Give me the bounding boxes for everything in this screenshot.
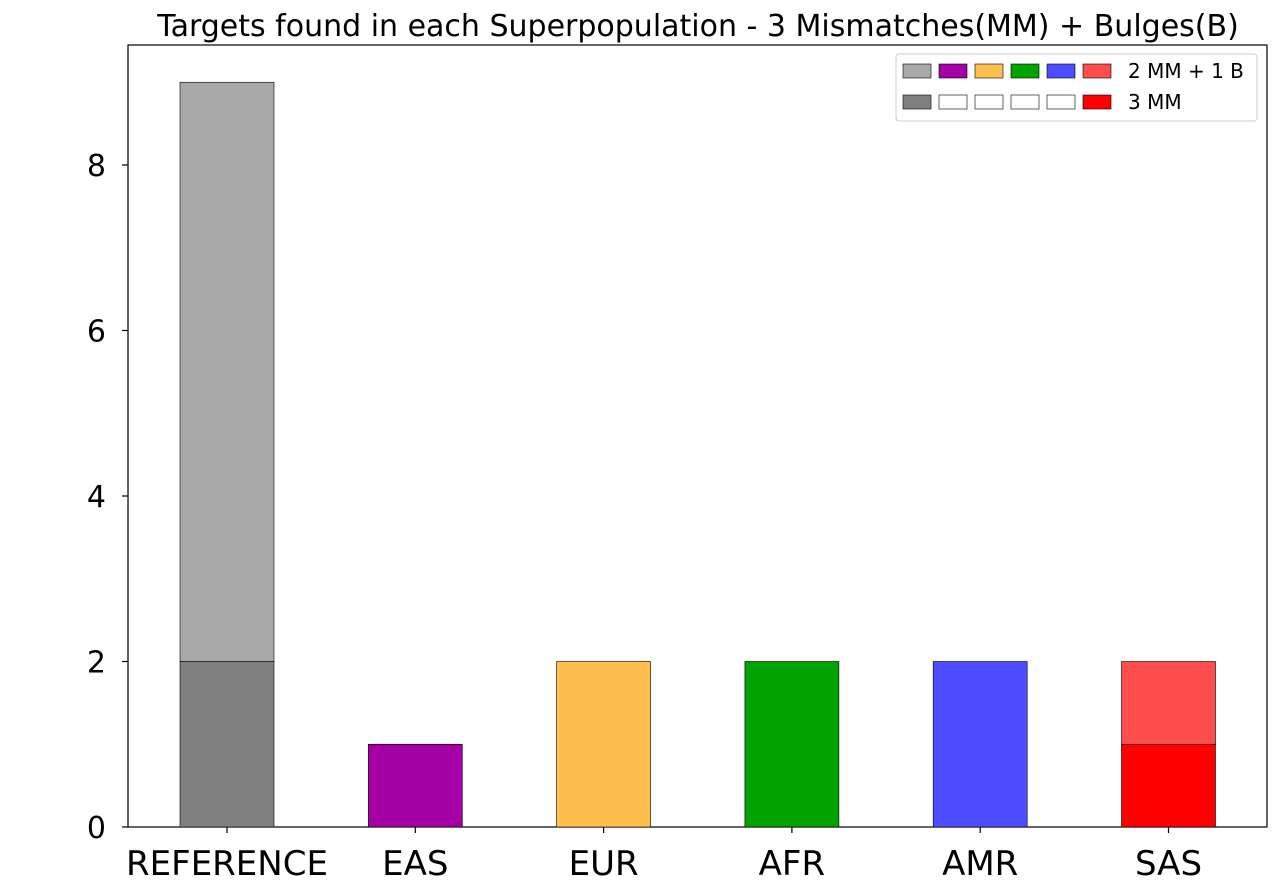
bars-group xyxy=(179,81,1216,828)
plot-area-frame xyxy=(127,44,1268,828)
x-tick-label: SAS xyxy=(1135,844,1202,880)
legend-swatch xyxy=(1010,63,1040,79)
legend-swatch xyxy=(1082,94,1112,110)
x-tick-label: AMR xyxy=(942,844,1018,880)
y-tick-label: 4 xyxy=(87,480,106,515)
legend-swatch xyxy=(1010,94,1040,110)
y-axis: 0 2 4 6 8 xyxy=(87,149,128,846)
legend-label: 2 MM + 1 B xyxy=(1128,59,1244,83)
legend-label: 3 MM xyxy=(1128,90,1182,114)
y-tick-label: 0 xyxy=(87,811,106,846)
legend-swatch xyxy=(974,94,1004,110)
y-tick-label: 2 xyxy=(87,645,106,680)
bar-reference-series-1 xyxy=(179,81,275,662)
x-axis: REFERENCE EAS EUR AFR AMR SAS xyxy=(126,827,1202,880)
legend: 2 MM + 1 B 3 MM xyxy=(895,53,1258,122)
x-tick-label: EAS xyxy=(382,844,448,880)
x-tick-label: REFERENCE xyxy=(126,844,328,880)
x-tick-label: AFR xyxy=(759,844,825,880)
bar-eur-series-1 xyxy=(556,661,651,828)
legend-swatch xyxy=(1082,63,1112,79)
bar-eas-series-1 xyxy=(367,743,463,828)
bar-sas-series-0 xyxy=(1121,743,1216,828)
bar-amr-series-1 xyxy=(932,661,1028,828)
chart-title: Targets found in each Superpopulation - … xyxy=(156,9,1239,44)
legend-swatch xyxy=(1046,63,1076,79)
bar-sas-series-1 xyxy=(1121,661,1216,745)
legend-swatch xyxy=(974,63,1004,79)
legend-swatch xyxy=(938,63,968,79)
legend-swatch xyxy=(902,63,932,79)
y-tick-label: 8 xyxy=(87,149,106,184)
legend-swatch xyxy=(902,94,932,110)
x-tick-label: EUR xyxy=(569,844,639,880)
legend-swatch xyxy=(1046,94,1076,110)
legend-swatch xyxy=(938,94,968,110)
bar-afr-series-1 xyxy=(744,661,840,828)
bar-reference-series-0 xyxy=(179,661,275,828)
y-tick-label: 6 xyxy=(87,314,106,349)
